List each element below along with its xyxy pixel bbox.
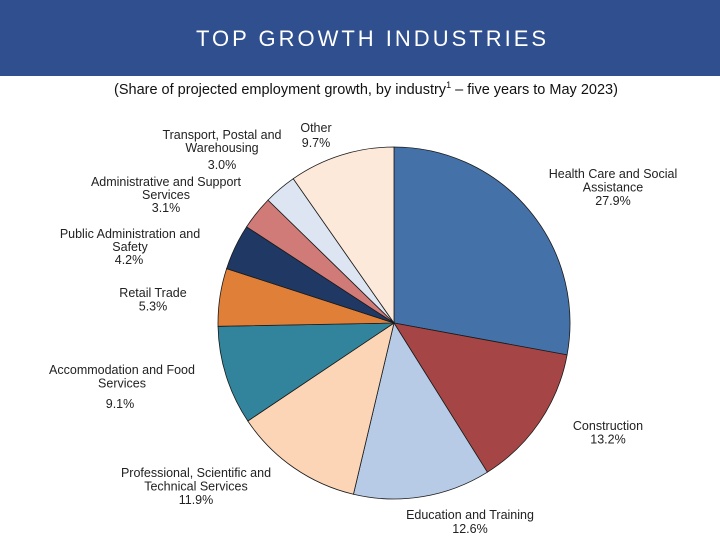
slice-value: 5.3% [139,300,168,314]
slice-value: 13.2% [590,433,625,447]
pie-slice [393,146,571,356]
slice-label-line: Services [142,188,190,202]
page-title: TOP GROWTH INDUSTRIES [195,26,550,51]
pie-slice [292,146,395,325]
slice-label: Professional, Scientific and Technical Se… [121,466,271,494]
slice-label: Public Administration and Safety [60,227,200,254]
header-bar [0,0,720,76]
slice-label-line: Safety [112,240,148,254]
slice-value: 11.9% [179,493,214,507]
slice-value: 9.7% [302,136,331,150]
slice-label-line: Health Care and Social [549,167,678,181]
chart-subtitle: (Share of projected employment growth, b… [114,80,618,98]
pie-slice [393,322,568,473]
slice-label-line: Retail Trade [119,286,186,300]
slice-value: 12.6% [452,522,487,536]
pie-slice [217,322,396,422]
slice-label-line: Education and Training [406,508,534,522]
slice-label-line: Services [98,377,146,391]
slice-label: Education and Training [406,508,534,522]
slice-label-line: Assistance [583,181,643,195]
slice-value: 3.0% [208,158,237,172]
slice-label-line: Accommodation and Food [49,363,195,377]
slice-label: Other [300,121,331,135]
slice-label-line: Other [300,121,331,135]
slice-label-line: Technical Services [144,480,248,494]
slice-value: 3.1% [152,201,181,215]
pie-slice [352,321,488,500]
slice-label: Administrative and Support Services [91,175,242,202]
slice-label-line: Professional, Scientific and [121,466,271,480]
slice-label-line: Transport, Postal and [162,128,281,142]
slice-label-line: Administrative and Support [91,175,242,189]
slice-label: Accommodation and Food Services [49,363,195,391]
slice-value: 27.9% [595,194,630,208]
slice-label-line: Warehousing [185,141,258,155]
slice-value: 4.2% [115,253,144,267]
slice-label-line: Construction [573,419,643,433]
slice-label-line: Public Administration and [60,227,200,241]
pie-slice [247,322,395,495]
slice-label: Transport, Postal and Warehousing [162,128,281,155]
slice-label: Construction [573,419,643,433]
slice-label: Retail Trade [119,286,186,300]
slice-value: 9.1% [106,397,135,411]
slice-label: Health Care and Social Assistance [549,167,678,195]
